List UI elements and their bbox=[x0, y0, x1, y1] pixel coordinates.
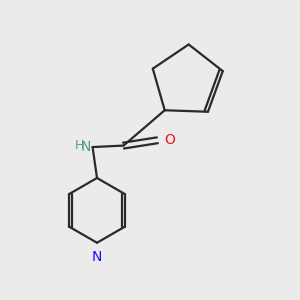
Text: N: N bbox=[92, 250, 102, 264]
Text: N: N bbox=[81, 140, 91, 154]
Text: O: O bbox=[164, 133, 175, 147]
Text: H: H bbox=[75, 139, 84, 152]
